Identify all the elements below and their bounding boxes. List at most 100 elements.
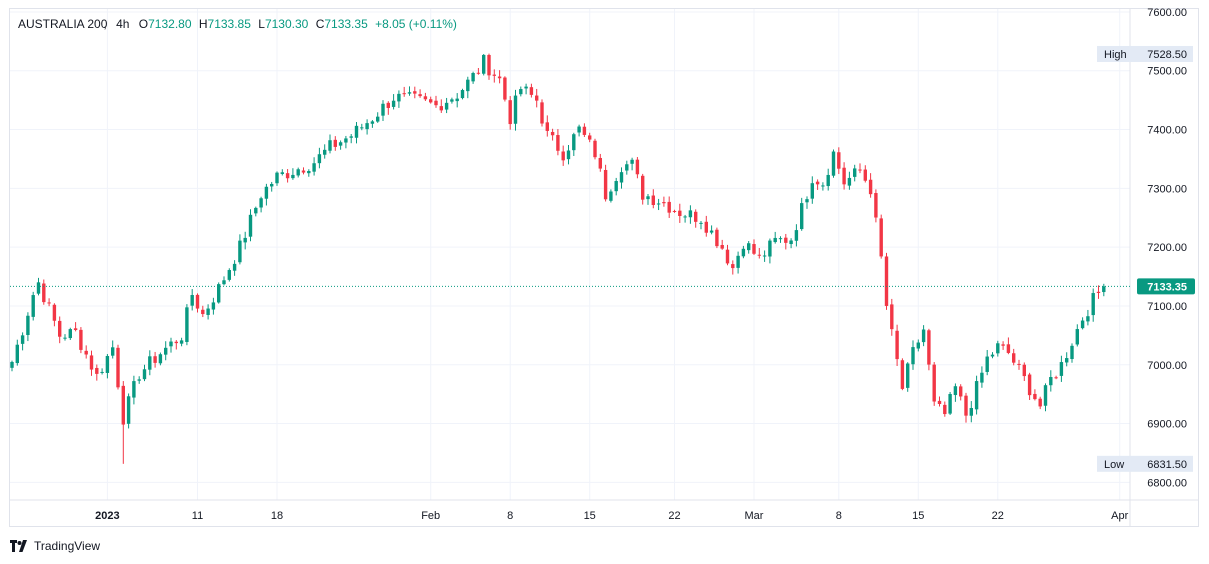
candle-body xyxy=(1001,344,1005,346)
candle-body xyxy=(720,245,724,249)
candle-body xyxy=(68,329,72,339)
candle-body xyxy=(1017,363,1021,365)
candle-body xyxy=(190,295,194,306)
candle-body xyxy=(1102,286,1106,293)
brand-label: TradingView xyxy=(34,539,101,553)
candle-body xyxy=(164,347,168,355)
candle-body xyxy=(1027,374,1032,396)
symbol-name[interactable]: AUSTRALIA 200 xyxy=(18,17,108,31)
candle-body xyxy=(736,255,740,268)
high-key: H xyxy=(198,17,208,31)
candle-body xyxy=(1080,320,1085,329)
candle-body xyxy=(73,328,78,331)
candle-body xyxy=(868,179,873,195)
candle-body xyxy=(630,159,634,164)
candle-body xyxy=(248,214,253,237)
low-marker-badge xyxy=(1097,455,1193,472)
candle-body xyxy=(609,191,613,201)
candle-body xyxy=(185,307,189,342)
candle-body xyxy=(413,91,417,94)
candle-body xyxy=(635,159,640,175)
high-value: 7133.85 xyxy=(207,17,251,31)
candle-body xyxy=(800,203,804,230)
candle-body xyxy=(614,181,618,192)
candle-body xyxy=(969,407,973,416)
candle-body xyxy=(837,152,841,169)
close-value: 7133.35 xyxy=(324,17,368,31)
candle-body xyxy=(964,395,968,416)
candle-body xyxy=(349,136,353,138)
high-marker-value: 7528.50 xyxy=(1147,49,1187,61)
candle-body xyxy=(619,172,624,183)
high-marker-label: High xyxy=(1104,49,1127,61)
candle-body xyxy=(460,90,465,99)
interval-label[interactable]: 4h xyxy=(116,17,130,31)
candle-body xyxy=(174,341,178,344)
x-tick-label: 11 xyxy=(192,510,203,522)
candle-body xyxy=(206,308,210,315)
candle-body xyxy=(853,168,857,177)
candle-body xyxy=(111,347,115,356)
candle-body xyxy=(455,98,459,102)
candle-body xyxy=(641,175,645,200)
candle-body xyxy=(874,193,878,218)
candle-body xyxy=(476,72,481,74)
tradingview-brand[interactable]: TradingView xyxy=(10,539,100,553)
y-tick-label: 7400.00 xyxy=(1147,125,1187,137)
candle-body xyxy=(503,77,507,100)
candle-body xyxy=(593,140,597,158)
y-tick-label: 7000.00 xyxy=(1147,360,1187,372)
candle-body xyxy=(471,72,475,82)
candle-body xyxy=(778,238,783,240)
candle-body xyxy=(243,237,247,243)
candle-body xyxy=(323,149,327,155)
last-price-badge xyxy=(1137,278,1195,295)
candle-body xyxy=(238,240,242,263)
candle-body xyxy=(317,154,322,164)
candle-body xyxy=(513,95,518,124)
candle-body xyxy=(662,202,666,204)
candle-body xyxy=(725,249,730,264)
candle-body xyxy=(270,183,274,187)
candle-body xyxy=(906,363,910,388)
candle-body xyxy=(974,381,979,410)
candle-body xyxy=(407,92,412,94)
axes: 7600.00 7500.00 7400.00 7300.00 7200.00 7100.… xyxy=(10,7,1198,526)
candle-body xyxy=(715,229,719,247)
candle-body xyxy=(360,127,364,129)
candle-body xyxy=(826,174,830,187)
candle-body xyxy=(36,282,41,294)
low-marker-label: Low xyxy=(1104,459,1124,471)
candle-body xyxy=(810,183,814,199)
candle-body xyxy=(95,367,99,374)
candle-body xyxy=(752,244,756,254)
x-tick-label: Feb xyxy=(421,510,440,522)
candle-body xyxy=(985,356,989,372)
candle-body xyxy=(1043,385,1048,406)
candle-body xyxy=(847,177,852,186)
candle-body xyxy=(227,270,231,280)
candle-body xyxy=(492,74,496,76)
candle-body xyxy=(651,195,655,205)
candle-body xyxy=(821,185,825,187)
candle-body xyxy=(365,123,369,130)
candle-body xyxy=(948,394,952,414)
candle-body xyxy=(1022,364,1026,377)
candle-body xyxy=(1054,377,1058,379)
x-tick-label: 2023 xyxy=(95,510,119,522)
candle-body xyxy=(784,237,788,243)
candle-body xyxy=(900,360,905,389)
candle-body xyxy=(672,210,677,212)
candle-body xyxy=(301,170,306,173)
candle-body xyxy=(577,126,581,133)
candle-body xyxy=(815,181,820,185)
candle-body xyxy=(667,201,671,213)
x-tick-label: Mar xyxy=(745,510,764,522)
y-tick-label: 7500.00 xyxy=(1147,66,1187,78)
candle-body xyxy=(105,355,110,373)
candle-body xyxy=(937,400,942,404)
candle-body xyxy=(709,230,714,233)
candle-body xyxy=(307,171,311,174)
candle-body xyxy=(1059,362,1064,376)
